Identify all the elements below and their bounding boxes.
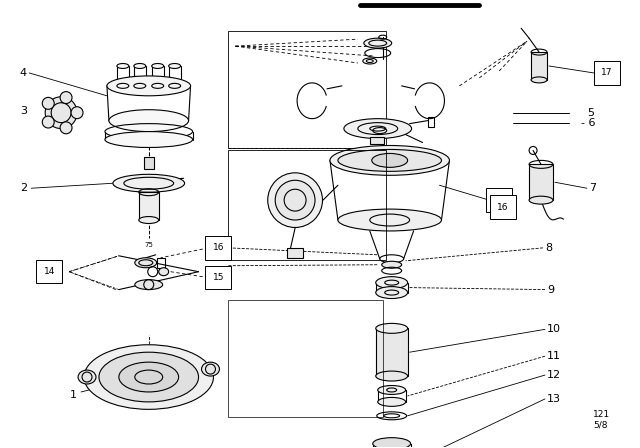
Ellipse shape [109,110,189,132]
Ellipse shape [381,261,402,268]
Ellipse shape [105,132,193,147]
Bar [157,258,164,268]
Circle shape [60,91,72,103]
Ellipse shape [338,209,442,231]
Ellipse shape [159,268,169,276]
Ellipse shape [134,64,146,69]
Ellipse shape [376,287,408,298]
Text: 17: 17 [601,69,612,78]
Circle shape [71,107,83,119]
Ellipse shape [135,280,163,289]
Text: 5/8: 5/8 [593,420,607,429]
Ellipse shape [376,277,408,289]
Ellipse shape [78,370,96,384]
Ellipse shape [119,362,179,392]
Bar [228,151,386,260]
Text: 7: 7 [589,183,596,193]
Ellipse shape [113,174,184,192]
Text: 4: 4 [20,68,27,78]
Bar [287,248,303,258]
Ellipse shape [152,64,164,69]
Ellipse shape [99,352,198,402]
Ellipse shape [372,438,411,448]
Text: 2: 2 [20,183,27,193]
Ellipse shape [376,371,408,381]
Text: 8: 8 [545,243,552,253]
Ellipse shape [378,397,406,406]
Bar [139,192,159,220]
Text: 75: 75 [144,242,153,248]
Bar [144,157,154,169]
Ellipse shape [135,258,157,268]
Ellipse shape [338,150,442,171]
Bar [531,52,547,80]
Bar [428,116,433,127]
Ellipse shape [117,64,129,69]
Circle shape [42,97,54,109]
Text: 15: 15 [212,273,224,282]
Bar [376,328,408,376]
Ellipse shape [529,196,553,204]
Ellipse shape [202,362,220,376]
Ellipse shape [107,76,191,96]
Text: 10: 10 [547,324,561,334]
Ellipse shape [139,216,159,224]
Text: 12: 12 [547,370,561,380]
Ellipse shape [84,345,214,409]
Text: - 6: - 6 [581,118,595,128]
Ellipse shape [344,119,412,138]
Ellipse shape [372,154,408,168]
Text: 16: 16 [212,243,224,252]
Text: 121: 121 [593,410,610,419]
Ellipse shape [169,64,180,69]
Text: 5: 5 [587,108,594,118]
Circle shape [60,122,72,134]
Ellipse shape [376,323,408,333]
Text: 13: 13 [547,394,561,404]
Bar [228,300,383,417]
Ellipse shape [378,385,406,394]
Text: 9: 9 [547,284,554,295]
Text: 16: 16 [497,202,509,211]
Ellipse shape [364,38,392,48]
Ellipse shape [275,180,315,220]
Text: 1: 1 [70,390,77,400]
Ellipse shape [268,173,323,228]
Ellipse shape [330,146,449,175]
Text: 3: 3 [20,106,27,116]
Circle shape [42,116,54,128]
Bar [529,164,553,200]
Circle shape [45,97,77,129]
Ellipse shape [531,77,547,83]
Bar [228,31,386,148]
Text: 16: 16 [493,196,505,205]
Text: 11: 11 [547,351,561,361]
Bar [370,137,384,145]
Text: 14: 14 [44,267,55,276]
